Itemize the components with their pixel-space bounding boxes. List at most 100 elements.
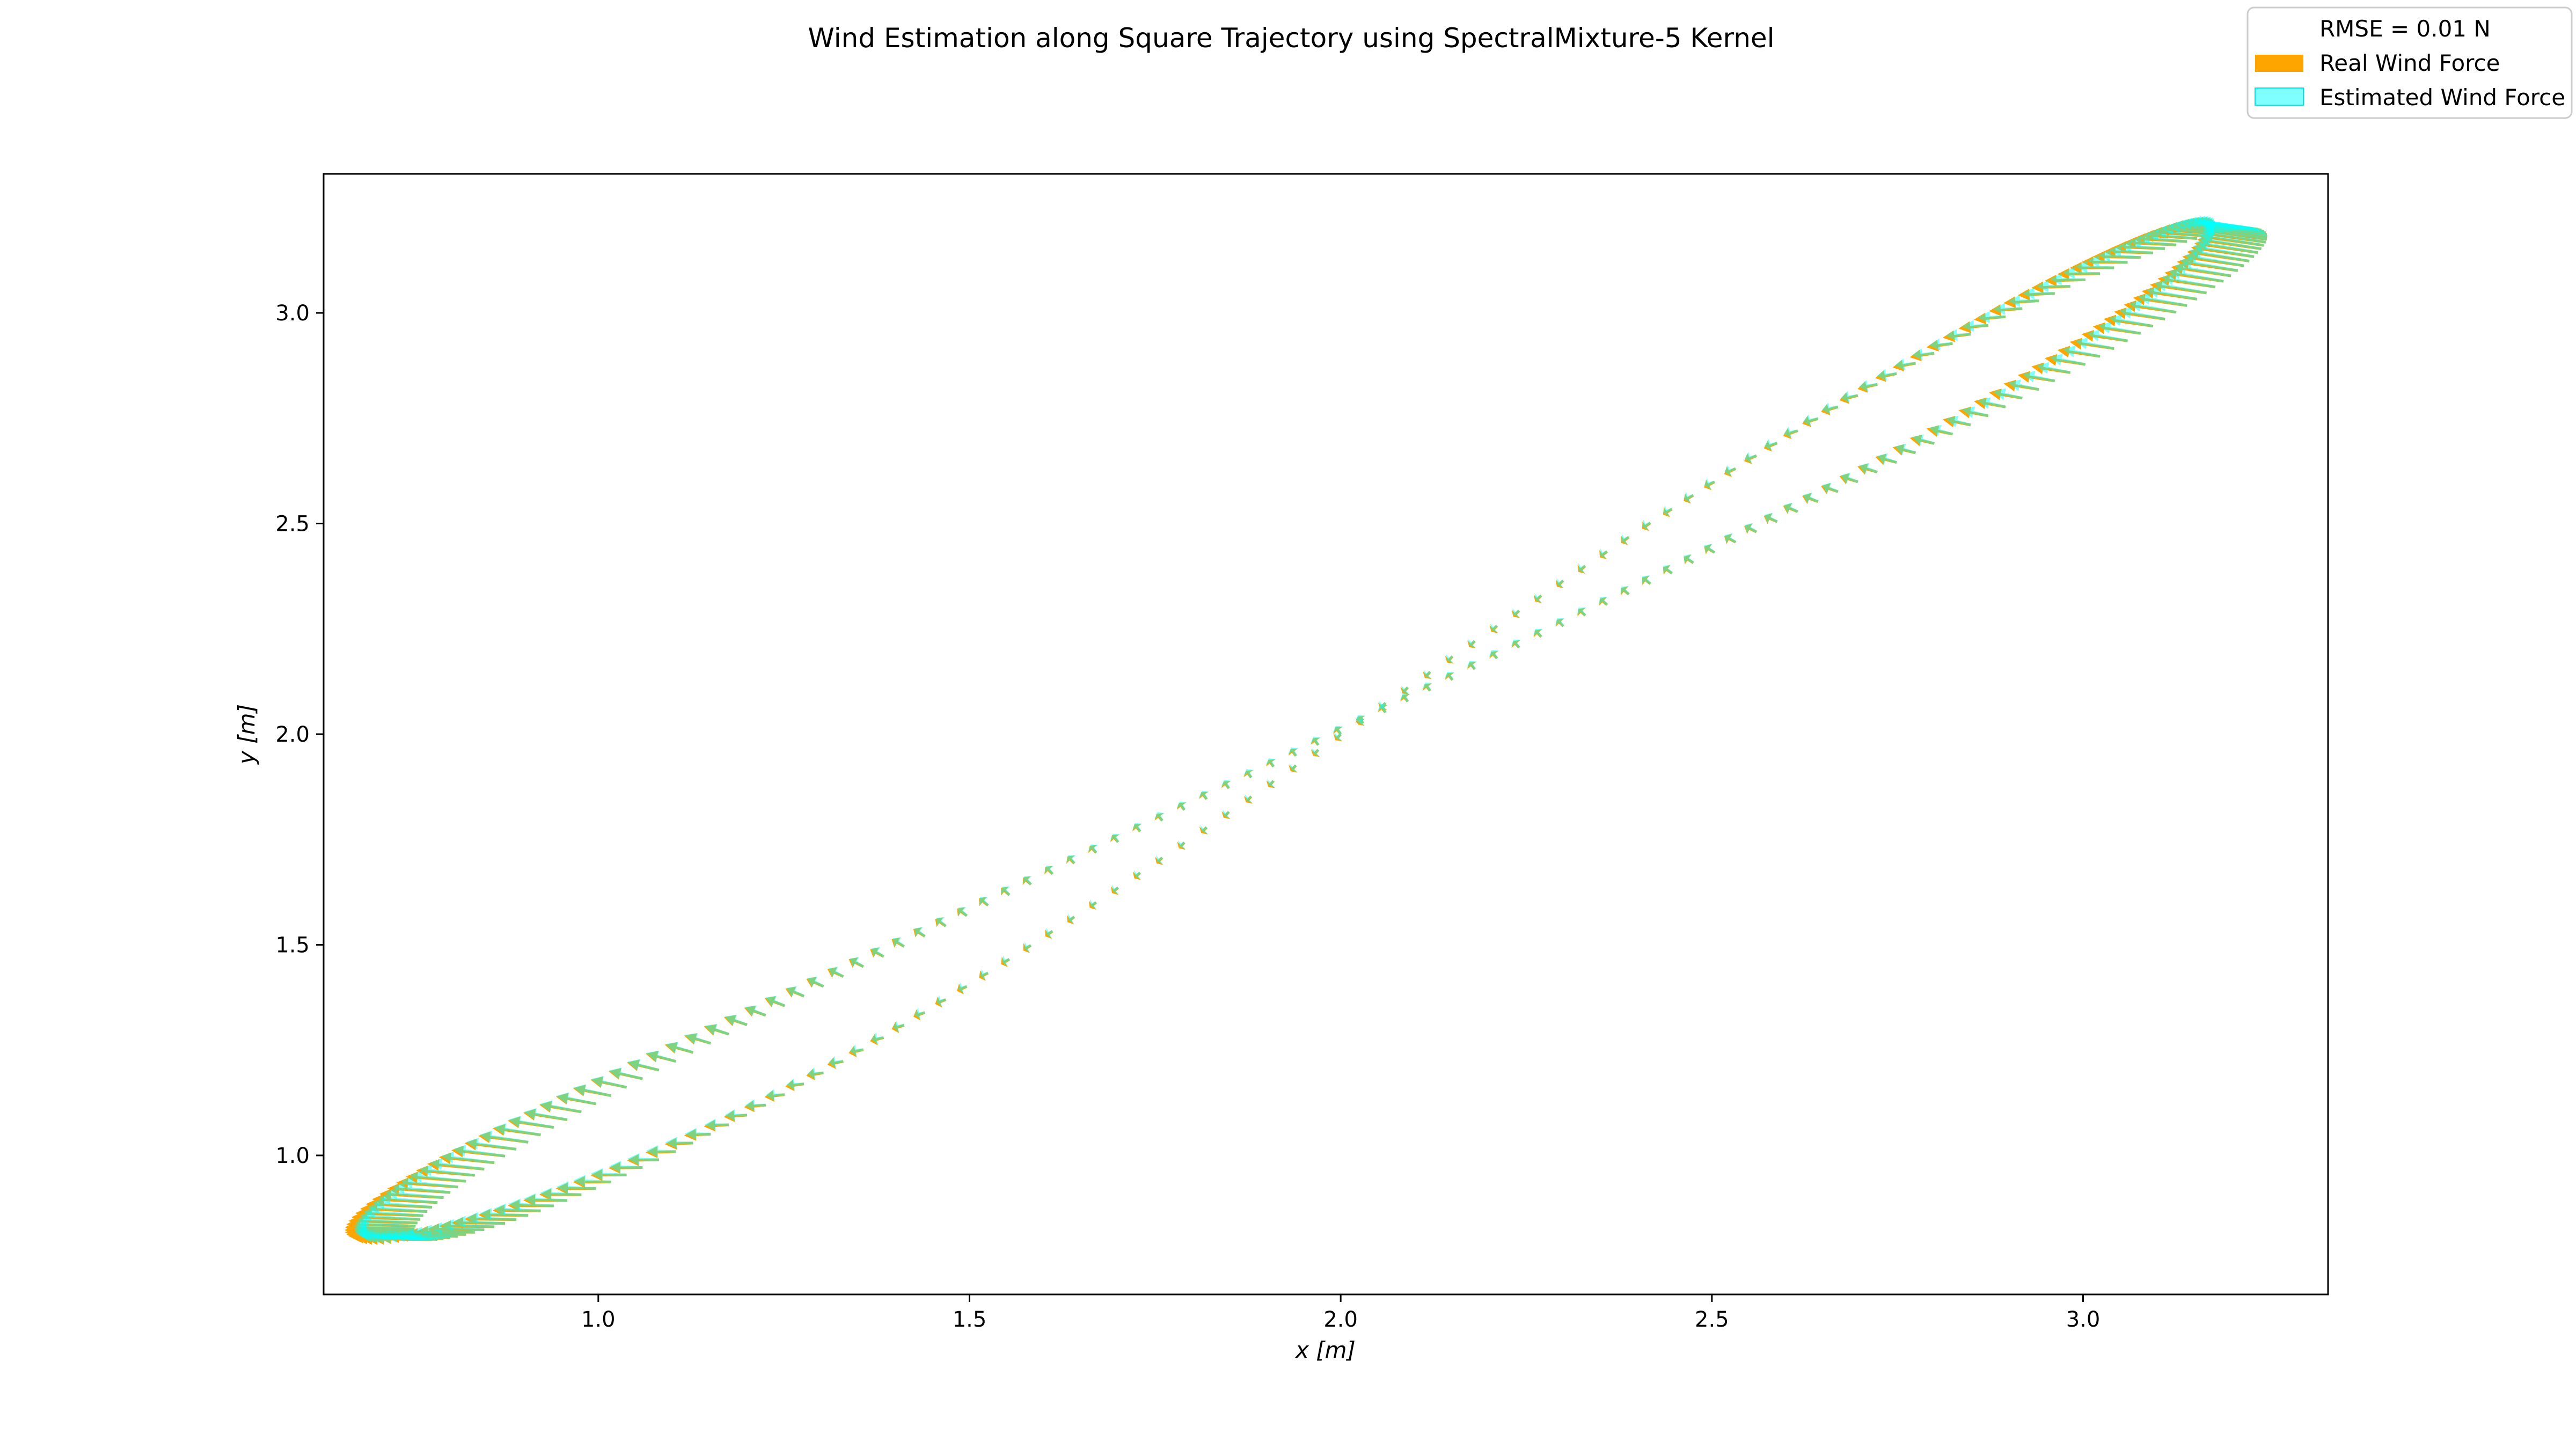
- estimated-wind-arrow: [368, 1202, 428, 1214]
- legend-swatch-estimated: [2255, 87, 2304, 106]
- estimated-wind-arrow: [1929, 425, 1953, 436]
- estimated-wind-arrow: [2050, 354, 2086, 366]
- estimated-wind-arrow: [2161, 223, 2216, 236]
- estimated-wind-arrow: [1312, 748, 1320, 757]
- estimated-wind-arrow: [1764, 513, 1778, 523]
- estimated-wind-arrow: [2050, 273, 2085, 286]
- estimated-wind-arrow: [1024, 941, 1031, 953]
- estimated-wind-arrow: [1822, 482, 1839, 494]
- estimated-wind-arrow: [524, 1193, 568, 1205]
- estimated-wind-arrow: [591, 1075, 627, 1089]
- estimated-wind-arrow: [1155, 855, 1163, 865]
- estimated-wind-arrow: [1243, 769, 1254, 779]
- estimated-wind-arrow: [1289, 763, 1298, 772]
- estimated-wind-arrow: [745, 1005, 766, 1017]
- estimated-wind-arrow: [1378, 704, 1388, 713]
- estimated-wind-arrow: [1265, 758, 1276, 767]
- estimated-wind-arrow: [2146, 229, 2198, 241]
- estimated-wind-arrow: [441, 1219, 495, 1231]
- estimated-wind-arrow: [2201, 228, 2266, 244]
- estimated-wind-arrow: [892, 937, 905, 948]
- estimated-wind-arrow: [2198, 234, 2262, 251]
- estimated-wind-arrow: [1555, 618, 1564, 627]
- estimated-wind-arrow: [1704, 478, 1715, 489]
- estimated-wind-arrow: [466, 1138, 517, 1151]
- estimated-wind-arrow: [2189, 246, 2250, 262]
- estimated-wind-arrow: [573, 1084, 612, 1097]
- estimated-wind-arrow: [2184, 251, 2244, 267]
- estimated-wind-arrow: [1446, 654, 1454, 664]
- estimated-wind-arrow: [1288, 747, 1299, 757]
- estimated-wind-arrow: [1222, 809, 1231, 819]
- estimated-wind-arrow: [539, 1187, 582, 1199]
- estimated-wind-arrow: [1945, 415, 1971, 427]
- estimated-wind-arrow: [2119, 240, 2165, 252]
- estimated-wind-arrow: [1577, 607, 1586, 617]
- x-tick-label: 1.0: [581, 1307, 616, 1332]
- estimated-wind-arrow: [1962, 406, 1989, 418]
- y-tick-label: 1.0: [275, 1144, 310, 1168]
- estimated-wind-arrow: [914, 1008, 925, 1020]
- estimated-wind-arrow: [524, 1108, 568, 1121]
- estimated-wind-arrow: [609, 1161, 643, 1173]
- estimated-wind-arrow: [494, 1203, 541, 1216]
- estimated-wind-arrow: [1642, 575, 1652, 585]
- estimated-wind-arrow: [1111, 884, 1119, 895]
- estimated-wind-arrow: [409, 1226, 466, 1239]
- estimated-wind-arrow: [1783, 426, 1798, 438]
- estimated-wind-arrow: [556, 1092, 597, 1106]
- estimated-wind-arrow: [1132, 823, 1143, 832]
- estimated-wind-arrow: [936, 917, 947, 927]
- legend-real-label: Real Wind Force: [2319, 50, 2500, 76]
- estimated-wind-arrow: [1468, 639, 1476, 648]
- estimated-wind-arrow: [539, 1100, 582, 1114]
- estimated-wind-arrow: [685, 1128, 711, 1140]
- estimated-wind-arrow: [453, 1145, 506, 1158]
- estimated-wind-arrow: [355, 1227, 416, 1240]
- estimated-wind-arrow: [392, 1182, 451, 1194]
- estimated-wind-arrow: [980, 969, 989, 980]
- estimated-wind-arrow: [1877, 369, 1897, 381]
- estimated-wind-arrow: [1490, 623, 1498, 633]
- estimated-wind-arrow: [2087, 255, 2128, 267]
- estimated-wind-arrow: [363, 1206, 423, 1218]
- estimated-wind-arrow: [1533, 628, 1543, 638]
- estimated-wind-arrow: [2168, 267, 2224, 283]
- estimated-wind-arrow: [1945, 329, 1971, 341]
- estimated-wind-arrow: [646, 1050, 677, 1063]
- estimated-wind-arrow: [1621, 534, 1630, 545]
- estimated-wind-arrow: [871, 1033, 884, 1044]
- estimated-wind-arrow: [1600, 548, 1608, 559]
- estimated-wind-arrow: [430, 1222, 485, 1234]
- estimated-wind-arrow: [2202, 222, 2267, 238]
- estimated-wind-arrow: [1089, 899, 1097, 910]
- estimated-wind-arrow: [1400, 693, 1410, 702]
- estimated-wind-arrow: [372, 1197, 433, 1210]
- y-axis-label: y [m]: [233, 704, 260, 765]
- estimated-wind-arrow: [765, 1089, 785, 1101]
- estimated-wind-arrows: [353, 216, 2267, 1244]
- estimated-wind-arrow: [2138, 232, 2187, 244]
- estimated-wind-arrow: [1154, 812, 1165, 822]
- estimated-wind-arrow: [2154, 280, 2207, 295]
- estimated-wind-arrow: [354, 1220, 415, 1233]
- estimated-wind-arrow: [1642, 519, 1651, 531]
- estimated-wind-arrow: [1044, 866, 1054, 875]
- estimated-wind-arrow: [786, 986, 805, 998]
- estimated-wind-arrow: [1046, 927, 1053, 939]
- estimated-wind-arrow: [1267, 779, 1275, 788]
- estimated-wind-arrow: [2008, 379, 2039, 391]
- estimated-wind-arrow: [1912, 434, 1935, 446]
- y-tick-label: 3.0: [275, 301, 310, 326]
- estimated-wind-arrow: [420, 1224, 475, 1236]
- estimated-wind-arrow: [807, 976, 824, 988]
- estimated-wind-arrow: [2119, 307, 2165, 321]
- estimated-wind-arrow: [1088, 844, 1098, 854]
- estimated-wind-arrow: [355, 1217, 416, 1230]
- estimated-wind-arrow: [1744, 523, 1758, 533]
- estimated-wind-arrow: [2075, 337, 2114, 350]
- estimated-wind-arrow: [2036, 280, 2070, 292]
- estimated-wind-arrow: [2202, 224, 2267, 241]
- x-axis-ticks: 1.0 1.5 2.0 2.5 3.0: [581, 1294, 2100, 1332]
- estimated-wind-arrow: [1355, 715, 1366, 724]
